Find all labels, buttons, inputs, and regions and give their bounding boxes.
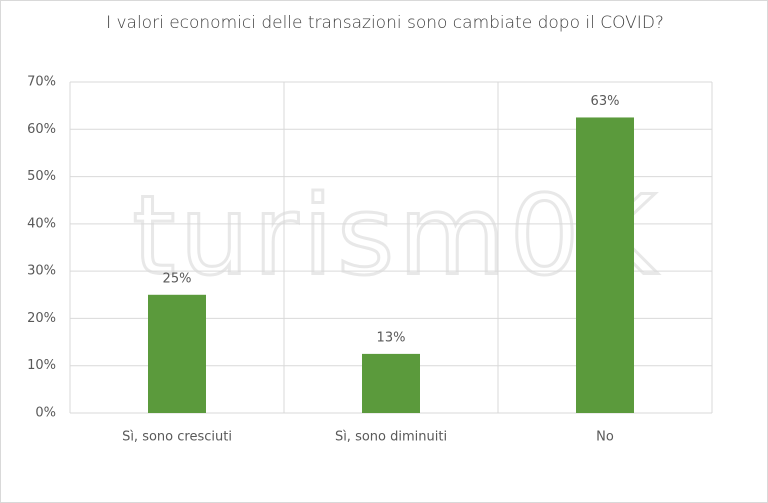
chart-title: I valori economici delle transazioni son… [106, 13, 664, 33]
bar [576, 117, 634, 413]
y-tick-label: 20% [27, 311, 56, 326]
watermark: turism0K [132, 171, 659, 299]
x-tick-label: Sì, sono diminuiti [335, 430, 447, 445]
y-tick-label: 50% [27, 169, 56, 184]
data-label: 13% [377, 330, 406, 345]
y-tick-label: 40% [27, 216, 56, 231]
y-tick-label: 70% [27, 75, 56, 90]
y-tick-label: 0% [35, 406, 56, 421]
y-tick-label: 30% [27, 264, 56, 279]
data-label: 63% [591, 94, 620, 109]
y-tick-label: 10% [27, 358, 56, 373]
y-tick-label: 60% [27, 122, 56, 137]
data-label: 25% [163, 271, 192, 286]
bar [362, 353, 420, 413]
bar [148, 294, 206, 413]
x-tick-label: Sì, sono cresciuti [122, 430, 232, 445]
x-tick-label: No [596, 430, 614, 445]
